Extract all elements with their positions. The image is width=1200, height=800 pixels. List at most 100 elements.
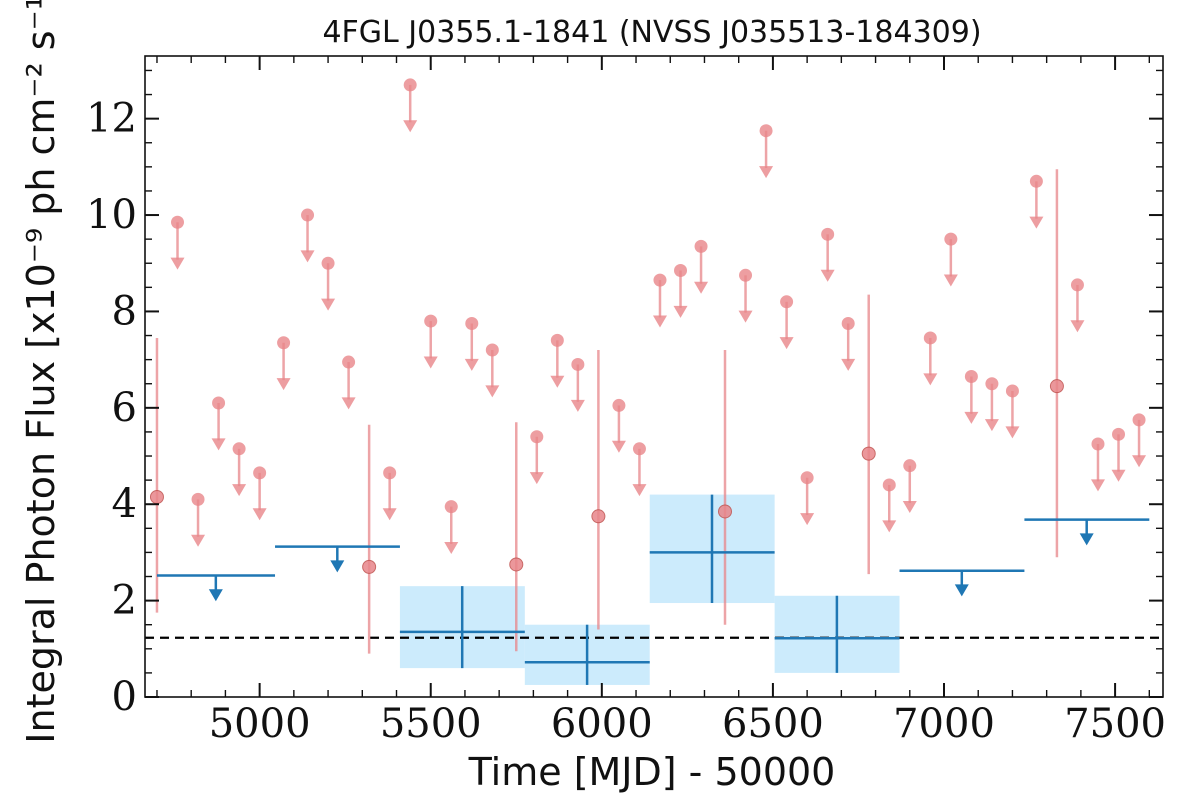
upper-limit-marker [985, 377, 999, 391]
long-bin-detection [774, 595, 900, 673]
y-tick-label: 0 [112, 674, 137, 720]
short-bin-upper-limit [779, 295, 794, 350]
long-bin-detection [524, 624, 650, 685]
long-bin-layer [156, 494, 1150, 685]
upper-limit-marker [277, 336, 291, 350]
short-bin-upper-limit [882, 478, 897, 533]
short-bin-upper-limit [191, 492, 206, 547]
upper-limit-arrowhead [321, 298, 336, 311]
short-bin-upper-limit [321, 256, 336, 311]
upper-limit-arrowhead [211, 438, 226, 451]
upper-limit-arrowhead [800, 513, 815, 526]
upper-limit-marker [653, 273, 667, 287]
axis-ticks-layer [145, 56, 1163, 698]
upper-limit-marker [1070, 278, 1084, 292]
y-tick-label: 4 [112, 481, 137, 527]
upper-limit-arrowhead [444, 542, 459, 555]
short-bin-point [861, 446, 876, 461]
short-bin-upper-limit [529, 430, 544, 485]
short-bin-upper-limit [276, 336, 291, 391]
upper-limit-marker [403, 78, 417, 92]
upper-limit-marker [944, 232, 958, 246]
short-bin-point [362, 559, 377, 574]
short-bin-upper-limit [444, 500, 459, 555]
short-bin-upper-limit [964, 370, 979, 424]
short-bin-upper-limit [1090, 437, 1105, 492]
short-bin-upper-limit [464, 316, 479, 371]
long-bin-upper-limit [156, 574, 276, 602]
long-bin-upper-limit [275, 545, 400, 573]
short-bin-upper-limit [341, 355, 356, 410]
upper-limit-arrowhead [1111, 469, 1126, 482]
y-tick-label: 8 [112, 288, 137, 334]
short-bin-upper-limit [611, 398, 626, 453]
short-bin-upper-limit [252, 466, 267, 521]
upper-limit-marker [212, 396, 226, 410]
upper-limit-arrowhead [1132, 455, 1147, 468]
upper-limit-marker [759, 124, 773, 138]
upper-limit-arrowhead [779, 337, 794, 350]
short-bin-upper-limit [841, 316, 856, 371]
upper-limit-arrowhead [882, 520, 897, 533]
short-bin-upper-limit [652, 273, 667, 328]
short-bin-upper-limit [800, 471, 815, 526]
short-bin-upper-limit [902, 459, 917, 514]
upper-limit-arrowhead [1070, 320, 1085, 333]
upper-limit-marker [424, 314, 438, 328]
upper-limit-marker [321, 256, 335, 270]
upper-limit-arrowhead [652, 315, 667, 328]
upper-limit-marker [964, 370, 978, 383]
short-bin-upper-limit [1070, 278, 1085, 333]
upper-limit-arrowhead [611, 440, 626, 453]
upper-limit-marker [191, 492, 205, 506]
upper-limit-arrowhead [570, 399, 585, 412]
short-bin-point [509, 557, 524, 572]
short-bin-upper-limit [423, 314, 438, 369]
y-tick-label: 2 [112, 578, 137, 624]
short-bin-detection [861, 294, 876, 575]
upper-limit-marker [1029, 174, 1043, 188]
upper-limit-marker [1112, 427, 1126, 441]
upper-limit-marker [694, 239, 708, 253]
short-bin-detection [591, 349, 606, 630]
upper-limit-marker [1132, 413, 1146, 427]
short-bin-upper-limit [550, 333, 565, 388]
x-tick-label: 6000 [551, 701, 653, 747]
x-tick-label: 6500 [722, 701, 824, 747]
short-bin-upper-limit [403, 78, 418, 133]
upper-limit-arrowhead [529, 472, 544, 485]
long-limit-arrowhead [208, 589, 223, 602]
upper-limit-arrowhead [902, 501, 917, 514]
upper-limit-marker [530, 430, 544, 444]
upper-limit-marker [301, 208, 315, 222]
upper-limit-arrowhead [341, 397, 356, 410]
short-bin-upper-limit [382, 466, 397, 521]
plot-frame [144, 55, 1164, 698]
upper-limit-arrowhead [632, 484, 647, 497]
short-bin-detection [1049, 169, 1064, 558]
upper-limit-marker [821, 227, 835, 241]
upper-limit-marker [485, 343, 499, 357]
upper-limit-arrowhead [984, 419, 999, 432]
short-bin-detection [718, 349, 733, 625]
y-axis-label: Integral Photon Flux [x10⁻⁹ ph cm⁻² s⁻¹] [19, 0, 63, 744]
upper-limit-marker [841, 316, 855, 330]
short-bin-point [591, 509, 606, 524]
upper-limit-arrowhead [1090, 479, 1105, 492]
upper-limit-arrowhead [276, 378, 291, 391]
y-tick-label: 6 [112, 385, 137, 431]
upper-limit-arrowhead [403, 120, 418, 133]
upper-limit-arrowhead [191, 534, 206, 547]
x-axis-label: Time [MJD] - 50000 [468, 750, 836, 794]
upper-limit-arrowhead [964, 411, 979, 424]
upper-limit-marker [800, 471, 814, 485]
short-bin-upper-limit [673, 263, 688, 318]
short-bin-upper-limit [170, 215, 185, 270]
upper-limit-arrowhead [550, 375, 565, 388]
short-bin-detection [362, 424, 377, 654]
upper-limit-marker [550, 333, 564, 347]
upper-limit-arrowhead [485, 385, 500, 398]
upper-limit-marker [571, 357, 585, 371]
short-bin-upper-limit [694, 239, 709, 294]
upper-limit-arrowhead [170, 257, 185, 270]
